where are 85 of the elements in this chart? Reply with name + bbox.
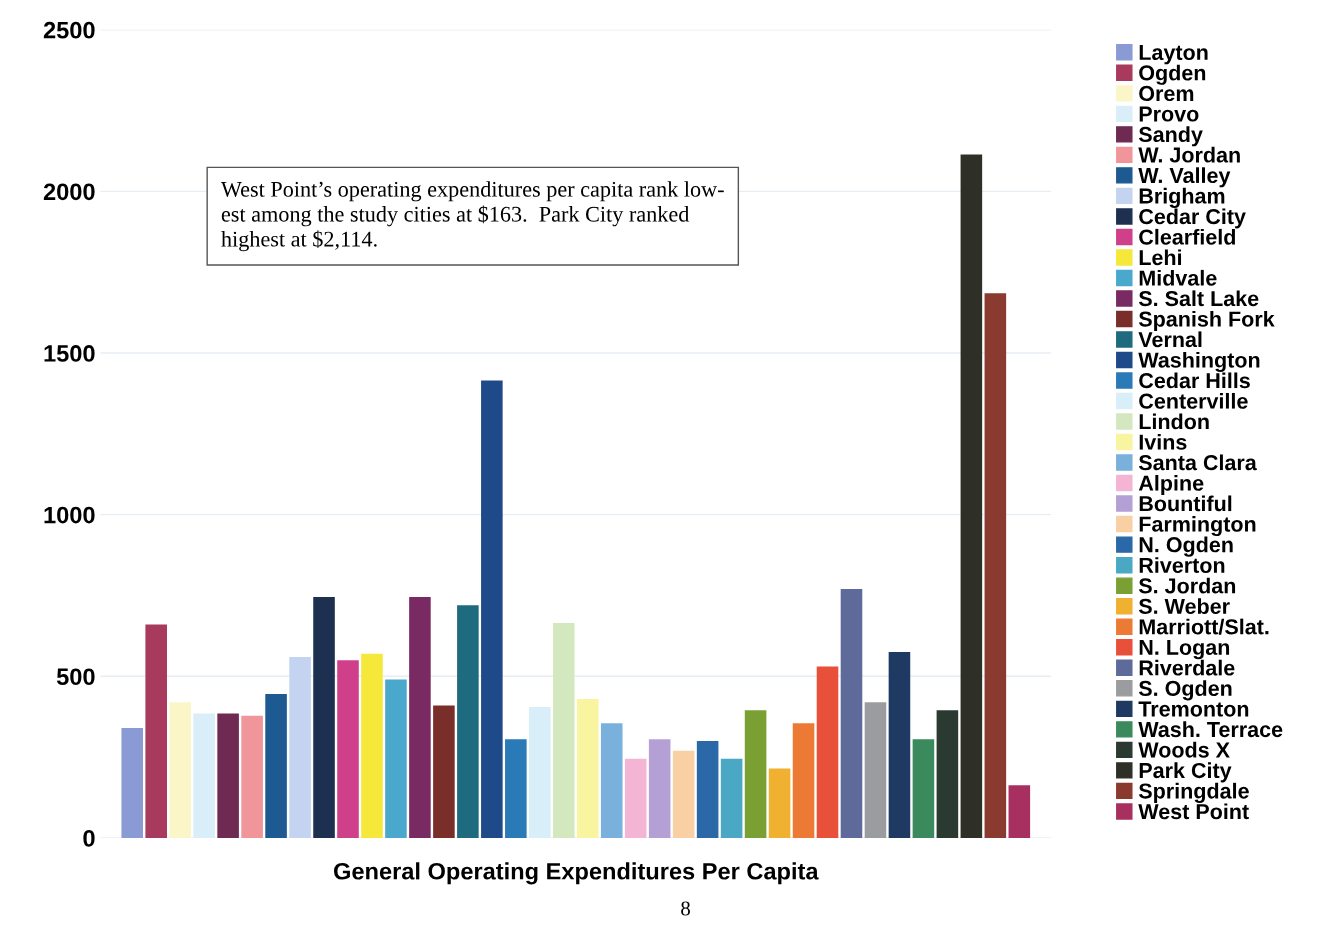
bar xyxy=(505,739,527,838)
bar xyxy=(481,380,503,838)
legend-label: Cedar Hills xyxy=(1139,372,1250,389)
legend-label: N. Logan xyxy=(1139,639,1230,660)
legend-label: Alpine xyxy=(1138,474,1204,496)
bar xyxy=(529,707,551,838)
bar xyxy=(744,710,767,838)
legend-label: S. Jordan xyxy=(1138,577,1236,594)
legend-label: S. Weber xyxy=(1138,598,1230,614)
bar xyxy=(217,713,239,838)
bar xyxy=(936,710,959,838)
bar xyxy=(289,656,311,838)
bar xyxy=(600,723,623,838)
legend-label: Sandy xyxy=(1138,126,1203,147)
bar xyxy=(169,702,191,838)
legend-label: Santa Clara xyxy=(1138,454,1257,471)
legend-label: Tremonton xyxy=(1138,701,1249,717)
legend-label: W. Jordan xyxy=(1138,146,1240,163)
bar xyxy=(720,758,743,838)
y-tick-label: 0 xyxy=(83,830,95,847)
y-tick-label: 2500 xyxy=(43,21,95,39)
bar xyxy=(121,728,144,838)
bar xyxy=(792,723,815,838)
bar xyxy=(648,739,671,838)
bar xyxy=(552,622,575,838)
legend-label: Vernal xyxy=(1138,331,1202,348)
bar xyxy=(337,660,359,838)
bar xyxy=(241,715,263,838)
bar xyxy=(672,750,695,838)
legend-label: Farmington xyxy=(1139,515,1256,537)
legend-label: Marriott/Slat. xyxy=(1139,618,1269,635)
bar xyxy=(864,702,887,838)
legend-label: Ivins xyxy=(1139,433,1187,450)
legend-label: Spanish Fork xyxy=(1138,310,1275,331)
bar xyxy=(1008,785,1031,838)
bar xyxy=(768,768,791,838)
legend-label: Clearfield xyxy=(1139,228,1235,245)
bar xyxy=(888,652,911,838)
y-tick-label: 500 xyxy=(56,668,95,686)
bar xyxy=(960,154,983,838)
legend-label: Ogden xyxy=(1139,64,1206,85)
bar xyxy=(576,698,599,838)
legend-label: Orem xyxy=(1139,85,1194,102)
y-tick-label: 1000 xyxy=(44,506,95,524)
legend-label: Riverton xyxy=(1139,557,1225,573)
bar xyxy=(984,293,1007,838)
bar xyxy=(912,739,935,838)
annotation: West Point’s operating expenditures per capita rank low- est among the study cities at $163. Park City ranked highest at $2,114. xyxy=(220,181,724,252)
legend-label: Brigham xyxy=(1139,187,1225,208)
legend-label: Washington xyxy=(1138,351,1260,373)
legend-label: West Point xyxy=(1138,803,1249,820)
legend-label: Centerville xyxy=(1139,392,1248,409)
legend-label: Park City xyxy=(1139,762,1232,783)
legend-label: Lehi xyxy=(1139,249,1182,266)
legend-label: Wash. Terrace xyxy=(1138,721,1283,738)
bar xyxy=(313,597,335,838)
legend-label: Woods X xyxy=(1138,741,1230,758)
y-tick-label: 2000 xyxy=(43,183,95,201)
legend-label: W. Valley xyxy=(1138,167,1231,188)
y-tick-label: 1500 xyxy=(44,345,95,362)
bar xyxy=(385,679,407,838)
bar xyxy=(409,597,431,838)
legend-label: Bountiful xyxy=(1139,495,1232,512)
legend-label: S. Salt Lake xyxy=(1138,290,1259,307)
text: 8 xyxy=(681,901,690,916)
legend-label: Midvale xyxy=(1139,269,1217,286)
bar xyxy=(193,713,215,838)
bar xyxy=(696,740,719,838)
bar xyxy=(457,605,479,838)
legend-label: Layton xyxy=(1139,45,1208,65)
legend-label: S. Ogden xyxy=(1138,680,1232,701)
bar xyxy=(840,589,863,838)
bar xyxy=(265,694,287,838)
bar xyxy=(361,653,383,838)
bar xyxy=(433,705,455,838)
legend-label: Cedar City xyxy=(1139,208,1246,229)
legend-label: Provo xyxy=(1139,106,1199,122)
x-axis-title: General Operating Expenditures Per Capita xyxy=(334,862,819,885)
bar xyxy=(816,666,839,838)
bar xyxy=(145,624,167,838)
bar xyxy=(624,758,647,838)
legend-label: Riverdale xyxy=(1139,659,1235,676)
legend-label: Lindon xyxy=(1139,413,1209,430)
legend-label: Springdale xyxy=(1138,782,1249,803)
legend-label: N. Ogden xyxy=(1139,536,1233,557)
